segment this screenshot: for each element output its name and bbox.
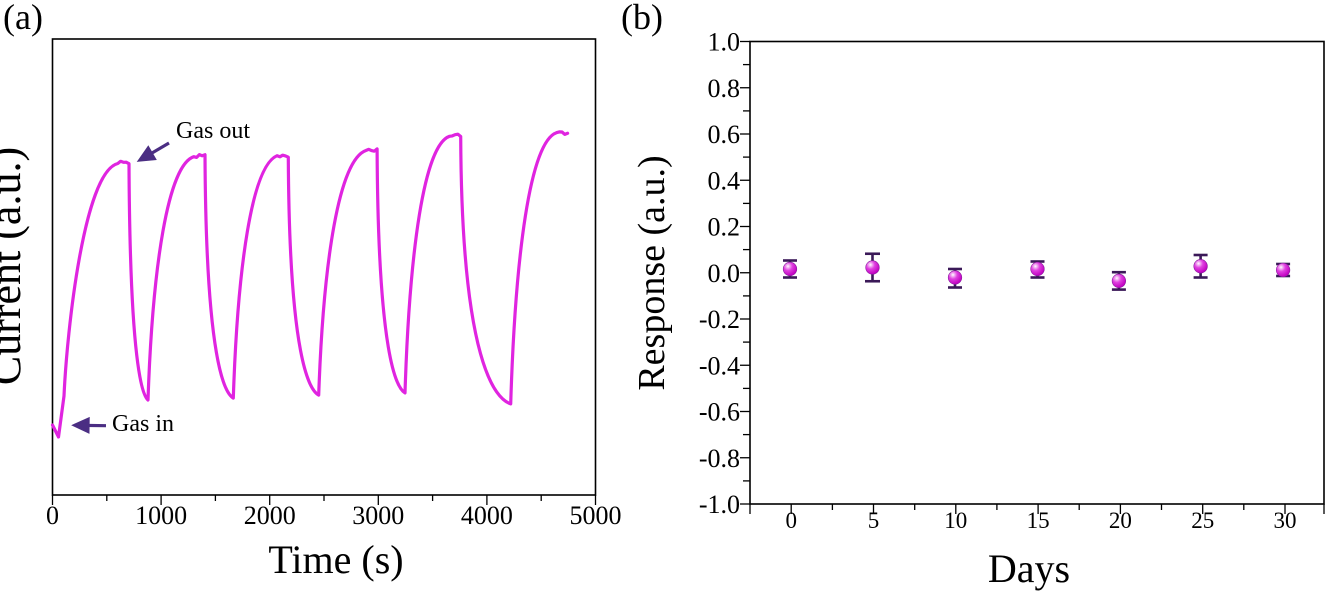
- svg-text:3000: 3000: [352, 501, 404, 530]
- svg-text:5: 5: [868, 508, 880, 533]
- svg-text:5000: 5000: [570, 501, 622, 530]
- svg-text:25: 25: [1191, 508, 1214, 533]
- svg-text:30: 30: [1274, 508, 1297, 533]
- svg-text:Gas out: Gas out: [176, 118, 250, 144]
- svg-text:0: 0: [785, 508, 797, 533]
- svg-text:Current (a.u.): Current (a.u.): [0, 147, 30, 385]
- svg-text:(a): (a): [3, 0, 43, 37]
- svg-text:0.4: 0.4: [708, 166, 741, 195]
- svg-text:0.2: 0.2: [708, 213, 741, 242]
- svg-text:0.0: 0.0: [708, 259, 741, 288]
- svg-text:20: 20: [1109, 508, 1132, 533]
- svg-text:Time (s): Time (s): [268, 537, 403, 582]
- svg-text:Gas in: Gas in: [112, 411, 174, 437]
- svg-text:15: 15: [1027, 508, 1050, 533]
- svg-text:Response (a.u.): Response (a.u.): [631, 155, 673, 390]
- svg-text:10: 10: [944, 508, 967, 533]
- svg-text:-0.6: -0.6: [699, 398, 740, 427]
- svg-text:-0.4: -0.4: [699, 351, 740, 380]
- svg-text:0.6: 0.6: [708, 120, 741, 149]
- svg-text:-0.8: -0.8: [699, 444, 740, 473]
- svg-text:-1.0: -1.0: [699, 490, 740, 519]
- svg-text:-0.2: -0.2: [699, 305, 740, 334]
- svg-text:4000: 4000: [461, 501, 513, 530]
- svg-text:0.8: 0.8: [708, 74, 741, 103]
- svg-text:0: 0: [46, 501, 59, 530]
- svg-text:(b): (b): [621, 0, 663, 37]
- svg-text:1.0: 1.0: [708, 28, 741, 57]
- svg-text:2000: 2000: [244, 501, 296, 530]
- svg-text:1000: 1000: [135, 501, 187, 530]
- svg-text:Days: Days: [988, 546, 1070, 591]
